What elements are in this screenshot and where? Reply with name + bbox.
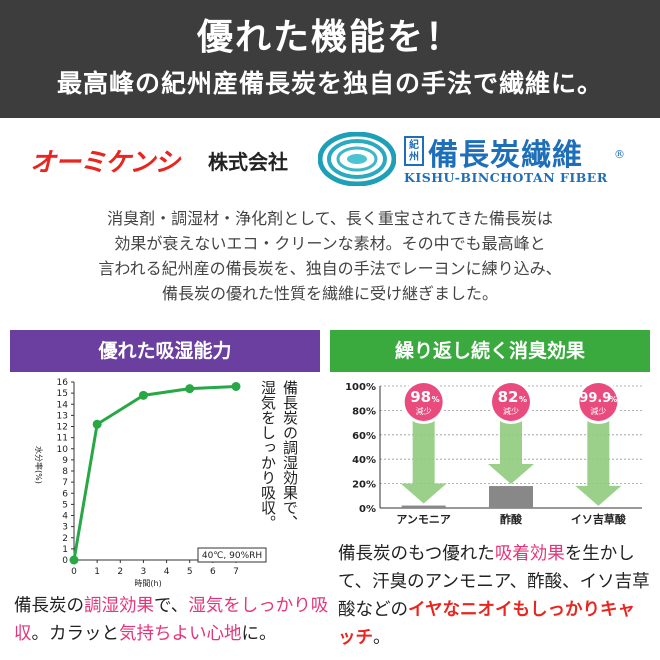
x-tick-label: 4 <box>164 567 170 577</box>
y-tick-label: 6 <box>62 489 68 499</box>
reduction-arrow <box>575 400 622 506</box>
y-tick-label: 8 <box>62 467 68 477</box>
y-tick-label: 14 <box>57 400 69 410</box>
data-point <box>69 555 79 565</box>
x-tick-label: 5 <box>187 567 193 577</box>
badge-value: 98 <box>410 388 431 406</box>
intro-line: 言われる紀州産の備長炭を、独自の手法でレーヨンに練り込み、 <box>98 259 562 278</box>
y-tick-label: 9 <box>62 456 68 466</box>
top-banner: 優れた機能を！ 最高峰の紀州産備長炭を独自の手法で繊維に。 <box>0 0 660 118</box>
y-tick-label: 1 <box>62 545 68 555</box>
data-point <box>185 384 195 394</box>
y-tick-label: 0 <box>62 556 68 566</box>
badge-sub: 減少 <box>503 406 519 416</box>
remaining-bar <box>401 505 446 508</box>
badge-sub: 減少 <box>590 406 606 416</box>
y-tick-label: 7 <box>62 478 68 488</box>
intro-line: 消臭剤・調湿材・浄化剤として、長く重宝されてきた備長炭は <box>107 209 553 228</box>
condition-label: 40℃, 90%RH <box>202 551 262 561</box>
x-category-label: イソ吉草酸 <box>571 512 627 526</box>
x-tick-label: 2 <box>117 567 123 577</box>
y-tick-label: 5 <box>62 500 68 510</box>
x-tick-label: 1 <box>94 567 100 577</box>
data-point <box>138 390 148 400</box>
company-logo-text: オーミケンシ <box>30 148 180 178</box>
chart-vertical-note: 備長炭の調湿効果で、 湿気をしっかり吸収。 <box>234 380 314 530</box>
x-tick-label: 0 <box>71 567 77 577</box>
y-tick-label: 0% <box>359 504 376 515</box>
y-tick-label: 15 <box>57 389 68 399</box>
badge-value: 99.9 <box>579 391 611 406</box>
registered-mark: ® <box>614 148 625 161</box>
badge-circle <box>404 383 443 421</box>
badge-unit: % <box>432 395 440 404</box>
y-tick-label: 60% <box>352 431 376 442</box>
x-axis-label: 時間(h) <box>134 579 161 588</box>
logo-title: 備長炭繊維 <box>428 138 583 173</box>
moisture-caption: 備長炭の調湿効果で、湿気をしっかり吸収。カラッと気持ちよい心地に。 <box>14 596 329 644</box>
reduction-arrow <box>488 400 534 485</box>
y-tick-label: 100% <box>345 382 376 393</box>
data-point <box>231 381 241 391</box>
y-tick-label: 11 <box>57 434 68 444</box>
banner-title: 優れた機能を！ <box>196 16 463 58</box>
y-tick-label: 40% <box>352 455 376 466</box>
deodorant-caption: 備長炭のもつ優れた吸着効果を生かして、汗臭のアンモニア、酢酸、イソ吉草酸などのイ… <box>338 544 650 648</box>
intro-line: 備長炭の優れた性質を繊維に受け継ぎました。 <box>161 284 498 303</box>
remaining-bar <box>489 486 533 508</box>
badge-unit: % <box>519 395 527 404</box>
y-tick-label: 20% <box>352 480 376 491</box>
y-tick-label: 12 <box>57 423 68 433</box>
company-suffix: 株式会社 <box>208 150 288 174</box>
y-tick-label: 3 <box>62 523 68 533</box>
y-tick-label: 16 <box>57 378 69 388</box>
x-tick-label: 3 <box>141 567 147 577</box>
brand-row: オーミケンシ 株式会社 紀州 備長炭繊維 ® KISHU-BINCHOTAN F… <box>0 130 660 190</box>
vertical-note-line: 備長炭の調湿効果で、 <box>281 380 299 530</box>
y-tick-label: 13 <box>57 411 68 421</box>
reduction-arrow <box>400 400 447 504</box>
badge-unit: % <box>609 395 617 404</box>
vertical-note-line: 湿気をしっかり吸収。 <box>259 380 277 530</box>
x-category-label: 酢酸 <box>500 512 523 526</box>
y-tick-label: 4 <box>62 512 68 522</box>
data-point <box>92 419 102 429</box>
intro-line: 効果が衰えないエコ・クリーンな素材。その中でも最高峰と <box>114 234 546 253</box>
logo-kishu-tag: 紀州 <box>404 136 424 166</box>
logo-english: KISHU-BINCHOTAN FIBER <box>404 170 608 185</box>
series-line <box>72 384 237 561</box>
deodorant-heading: 繰り返し続く消臭効果 <box>330 330 650 372</box>
y-tick-label: 80% <box>352 406 376 417</box>
x-category-label: アンモニア <box>396 513 451 526</box>
y-tick-label: 10 <box>57 445 69 455</box>
badge-sub: 減少 <box>416 406 432 416</box>
badge-circle <box>492 383 530 421</box>
badge-value: 82 <box>498 388 519 406</box>
intro-text: 消臭剤・調湿材・浄化剤として、長く重宝されてきた備長炭は 効果が衰えないエコ・ク… <box>0 206 660 306</box>
binchotan-logo-icon <box>318 132 396 186</box>
y-axis-label: 水分率(%) <box>34 446 44 484</box>
x-tick-label: 6 <box>210 567 216 577</box>
moisture-heading: 優れた吸湿能力 <box>10 330 320 372</box>
banner-subtitle: 最高峰の紀州産備長炭を独自の手法で繊維に。 <box>56 69 603 98</box>
x-tick-label: 7 <box>233 567 239 577</box>
condition-box <box>197 547 267 563</box>
y-tick-label: 2 <box>62 534 68 544</box>
badge-circle <box>579 383 618 421</box>
